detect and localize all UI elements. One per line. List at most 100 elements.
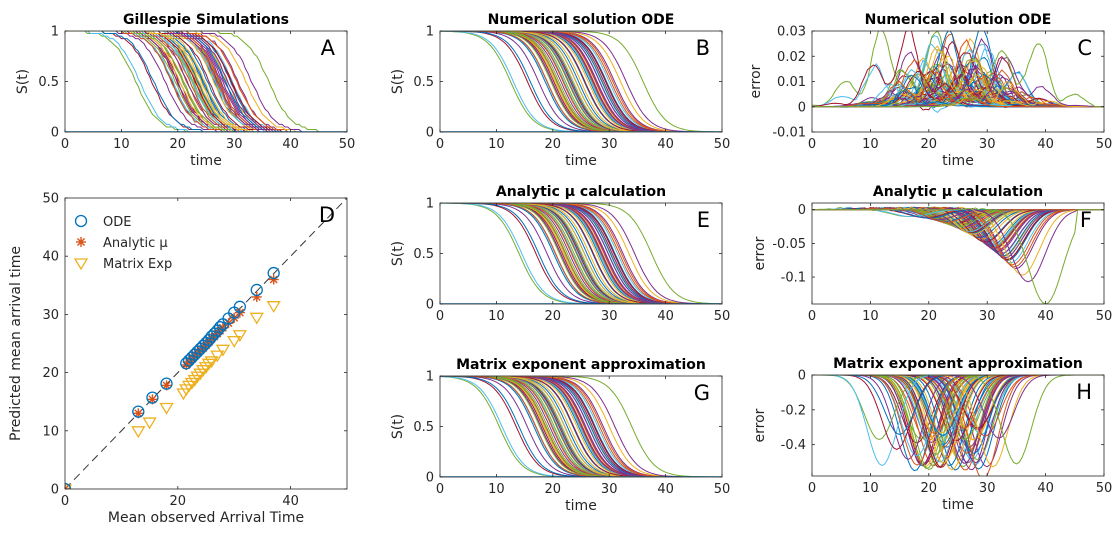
series-line (440, 203, 722, 304)
matrix-exp-point (201, 358, 216, 371)
y-tick-label: 0 (798, 203, 806, 218)
x-tick-label: 50 (1096, 137, 1113, 152)
series-line (812, 375, 1104, 454)
y-tick-label: 0 (51, 483, 59, 498)
series-line (65, 31, 347, 132)
series-line (812, 375, 1104, 440)
ode-point (267, 266, 280, 280)
series-line (65, 31, 347, 132)
series-line (812, 43, 1104, 108)
y-tick-label: 50 (42, 192, 59, 207)
x-tick-label: 30 (226, 137, 243, 152)
axes-box (811, 202, 1105, 305)
analytic-point (76, 237, 86, 247)
plot-area (65, 31, 347, 132)
panel-letter: G (694, 381, 710, 405)
x-tick-label: 0 (436, 482, 444, 497)
y-tick-label: -0.4 (781, 438, 806, 453)
series-line (440, 376, 722, 477)
y-tick-label: 30 (42, 308, 59, 323)
y-tick-label: -0.01 (772, 126, 806, 141)
x-tick-label: 40 (1037, 309, 1054, 324)
y-tick-label: 1 (51, 25, 59, 40)
y-tick-label: 0 (426, 126, 434, 141)
x-tick-label: 50 (339, 137, 356, 152)
series-line (812, 375, 1104, 436)
ode-point (233, 300, 246, 313)
series-line (65, 31, 347, 132)
series-line (65, 31, 347, 132)
series-line (440, 31, 722, 132)
series-line (812, 375, 1104, 437)
series-line (65, 31, 347, 132)
matrix-exp-point (215, 344, 231, 357)
x-tick-label: 20 (545, 482, 562, 497)
series-line (65, 31, 347, 132)
plot-content (812, 31, 1104, 114)
x-tick-label: 20 (921, 137, 938, 152)
series-line (812, 375, 1104, 442)
series-line (440, 376, 722, 477)
y-tick-label: 0.5 (413, 247, 434, 262)
series-line (440, 376, 722, 477)
x-axis-label: time (942, 153, 974, 169)
series-line (812, 375, 1104, 468)
y-tick-label: 0.5 (413, 420, 434, 435)
x-tick-label: 10 (862, 481, 879, 496)
legend: ODE Analytic μ Matrix Exp (73, 214, 172, 272)
panel-title: Matrix exponent approximation (456, 357, 706, 373)
series-line (812, 375, 1104, 471)
series-line (65, 31, 347, 132)
series-line (440, 376, 722, 477)
x-tick-label: 0 (808, 481, 816, 496)
series-line (812, 375, 1104, 468)
plot-content (812, 375, 1104, 476)
x-tick-label: 40 (657, 482, 674, 497)
y-tick-label: 0 (798, 369, 806, 384)
series-line (812, 375, 1104, 466)
matrix-exp-point (159, 402, 174, 415)
y-tick-label: 0.5 (38, 75, 59, 90)
series-line (812, 375, 1104, 440)
series-line (65, 31, 347, 132)
matrix-exp-point (142, 417, 157, 430)
series-line (65, 31, 347, 132)
y-tick-label: 20 (42, 366, 59, 381)
panel-title: Analytic μ calculation (873, 184, 1043, 200)
series-line (440, 203, 722, 304)
x-tick-label: 50 (714, 482, 731, 497)
series-line (440, 203, 722, 304)
x-tick-label: 10 (113, 137, 130, 152)
series-line (812, 375, 1104, 441)
series-line (812, 207, 1104, 304)
series-line (812, 375, 1104, 471)
panel-title: Numerical solution ODE (865, 12, 1052, 28)
y-tick-label: 0 (426, 298, 434, 313)
series-line (65, 31, 347, 132)
series-line (65, 31, 347, 132)
plot-content (65, 31, 347, 132)
legend-label: ODE (103, 215, 131, 230)
series-line (812, 375, 1104, 471)
y-tick-label: 40 (42, 250, 59, 265)
panel-D: 0 20 40 0 10 20 30 40 50 Mean observed Arrival Ti… (8, 192, 348, 526)
series-line (65, 31, 347, 132)
x-tick-label: 50 (714, 309, 731, 324)
series-line (812, 375, 1104, 467)
series-line (440, 203, 722, 304)
x-tick-label: 0 (808, 137, 816, 152)
series-line (812, 375, 1104, 467)
y-tick-label: 0 (51, 126, 59, 141)
y-axis-label: error (752, 408, 768, 442)
x-tick-label: 0 (61, 494, 69, 509)
series-line (440, 376, 722, 477)
series-line (812, 375, 1104, 464)
series-line (65, 31, 347, 132)
matrix-exp-point (131, 426, 146, 439)
panel-E: 0 10 20 30 40 50 0 0.5 1 Analytic μ calculation S(… (390, 184, 730, 324)
x-axis-label: time (565, 153, 597, 169)
y-tick-label: 0 (426, 471, 434, 486)
x-tick-label: 0 (436, 137, 444, 152)
series-line (812, 375, 1104, 437)
series-line (812, 375, 1104, 458)
